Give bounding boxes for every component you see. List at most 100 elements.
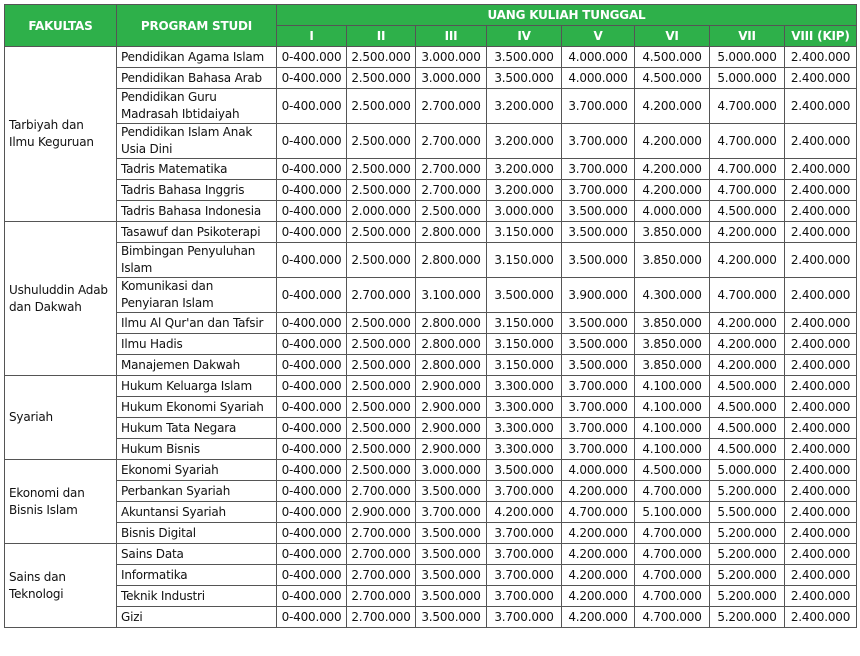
fee-cell: 4.300.000: [634, 277, 710, 313]
fee-cell: 2.700.000: [346, 585, 416, 607]
fee-cell: 3.500.000: [561, 200, 635, 222]
program-cell: Pendidikan Bahasa Arab: [116, 67, 277, 89]
program-cell: Bimbingan Penyuluhan Islam: [116, 242, 277, 278]
fee-cell: 2.700.000: [415, 123, 487, 159]
fee-cell: 3.500.000: [415, 543, 487, 565]
table-row: Ilmu Hadis 0-400.000 2.500.000 2.800.000 3.1…: [5, 333, 857, 355]
table-row: Ushuluddin Adab dan Dakwah Tasawuf dan Ps…: [4, 221, 857, 376]
fee-cell: 0-400.000: [276, 459, 347, 481]
fee-cell: 2.400.000: [784, 333, 857, 355]
fee-cell: 3.200.000: [486, 88, 562, 124]
table-row: Tadris Bahasa Inggris 0-400.000 2.500.000 2…: [5, 179, 857, 201]
fee-cell: 2.700.000: [415, 179, 487, 201]
program-cell: Tadris Bahasa Indonesia: [116, 200, 277, 222]
fee-cell: 2.500.000: [346, 158, 416, 180]
fee-cell: 5.100.000: [634, 501, 710, 523]
fee-cell: 0-400.000: [276, 242, 347, 278]
fee-cell: 2.400.000: [784, 123, 857, 159]
fee-cell: 2.400.000: [784, 242, 857, 278]
fee-cell: 5.000.000: [709, 459, 785, 481]
fee-cell: 4.500.000: [634, 46, 710, 68]
fee-cell: 2.700.000: [346, 277, 416, 313]
fee-cell: 4.100.000: [634, 375, 710, 397]
program-cell: Manajemen Dakwah: [116, 354, 277, 376]
fee-cell: 2.500.000: [346, 375, 416, 397]
fee-cell: 2.700.000: [415, 88, 487, 124]
table-row: Sains dan Teknologi Sains Data 0-400.000 2.…: [4, 543, 857, 628]
fee-cell: 4.200.000: [561, 585, 635, 607]
fee-cell: 4.200.000: [561, 480, 635, 502]
fee-cell: 2.400.000: [784, 67, 857, 89]
fee-cell: 4.500.000: [709, 200, 785, 222]
program-cell: Pendidikan Guru Madrasah Ibtidaiyah: [116, 88, 277, 124]
fee-cell: 3.700.000: [486, 564, 562, 586]
fee-cell: 0-400.000: [276, 501, 347, 523]
fee-cell: 2.900.000: [415, 438, 487, 460]
fee-cell: 2.700.000: [346, 522, 416, 544]
fee-cell: 3.700.000: [486, 585, 562, 607]
fee-cell: 3.300.000: [486, 417, 562, 439]
fee-cell: 3.500.000: [561, 354, 635, 376]
program-cell: Gizi: [116, 606, 277, 628]
fee-cell: 4.200.000: [709, 221, 785, 243]
fee-table: FAKULTAS PROGRAM STUDI UANG KULIAH TUNGG…: [4, 4, 857, 628]
fee-cell: 0-400.000: [276, 123, 347, 159]
fee-cell: 4.700.000: [561, 501, 635, 523]
program-cell: Ilmu Al Qur'an dan Tafsir: [116, 312, 277, 334]
table-row: Ilmu Al Qur'an dan Tafsir 0-400.000 2.500.…: [5, 312, 857, 334]
fee-cell: 4.500.000: [634, 459, 710, 481]
fee-cell: 4.000.000: [634, 200, 710, 222]
fee-cell: 3.700.000: [415, 501, 487, 523]
fee-cell: 3.300.000: [486, 375, 562, 397]
fee-cell: 2.400.000: [784, 375, 857, 397]
fee-cell: 0-400.000: [276, 221, 347, 243]
fee-cell: 3.850.000: [634, 312, 710, 334]
program-cell: Pendidikan Agama Islam: [116, 46, 277, 68]
fee-cell: 5.200.000: [709, 585, 785, 607]
fee-cell: 3.700.000: [561, 396, 635, 418]
fee-cell: 2.400.000: [784, 543, 857, 565]
fee-cell: 4.500.000: [709, 375, 785, 397]
fee-cell: 4.200.000: [634, 123, 710, 159]
fee-cell: 3.500.000: [486, 46, 562, 68]
program-cell: Informatika: [116, 564, 277, 586]
faculty-cell: Ekonomi dan Bisnis Islam: [4, 459, 117, 544]
table-row: Teknik Industri 0-400.000 2.700.000 3.500.0…: [5, 585, 857, 607]
fee-cell: 2.400.000: [784, 277, 857, 313]
fee-cell: 3.850.000: [634, 333, 710, 355]
fee-cell: 3.500.000: [415, 606, 487, 628]
fee-cell: 3.500.000: [415, 522, 487, 544]
fee-cell: 4.700.000: [634, 606, 710, 628]
header-cell: PROGRAM STUDI: [116, 4, 277, 47]
fee-cell: 2.800.000: [415, 312, 487, 334]
fee-cell: 3.100.000: [415, 277, 487, 313]
table-row: Komunikasi dan Penyiaran Islam 0-400.000 2…: [5, 277, 857, 313]
program-cell: Tadris Matematika: [116, 158, 277, 180]
fee-cell: 4.200.000: [561, 522, 635, 544]
fee-cell: 0-400.000: [276, 543, 347, 565]
faculty-cell: Sains dan Teknologi: [4, 543, 117, 628]
table-row: Ekonomi dan Bisnis Islam Ekonomi Syariah 0…: [4, 459, 857, 544]
fee-cell: 3.700.000: [486, 480, 562, 502]
header-cell: VII: [709, 25, 785, 47]
fee-cell: 2.500.000: [346, 459, 416, 481]
fee-cell: 4.500.000: [709, 396, 785, 418]
fee-cell: 4.000.000: [561, 46, 635, 68]
header-cell: I: [276, 25, 347, 47]
fee-cell: 0-400.000: [276, 354, 347, 376]
fee-cell: 0-400.000: [276, 277, 347, 313]
fee-cell: 2.400.000: [784, 158, 857, 180]
program-cell: Teknik Industri: [116, 585, 277, 607]
fee-cell: 3.850.000: [634, 242, 710, 278]
fee-cell: 2.500.000: [346, 221, 416, 243]
fee-cell: 4.700.000: [709, 158, 785, 180]
fee-cell: 3.700.000: [561, 417, 635, 439]
fee-cell: 4.700.000: [709, 179, 785, 201]
fee-cell: 4.200.000: [634, 179, 710, 201]
fee-cell: 4.200.000: [561, 564, 635, 586]
fee-cell: 0-400.000: [276, 46, 347, 68]
fee-cell: 2.400.000: [784, 312, 857, 334]
program-cell: Tadris Bahasa Inggris: [116, 179, 277, 201]
fee-cell: 4.700.000: [634, 585, 710, 607]
fee-cell: 4.700.000: [634, 522, 710, 544]
